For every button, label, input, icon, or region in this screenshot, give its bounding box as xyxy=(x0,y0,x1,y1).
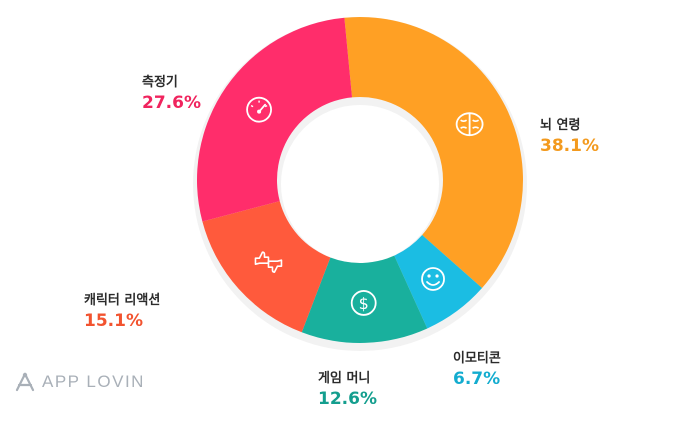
slice-label-game-money: 게임 머니 xyxy=(318,371,371,386)
slice-label-emoticon: 이모티콘 xyxy=(453,351,501,366)
dollar-coin-icon: $ xyxy=(350,290,377,316)
label-character-reaction: 캐릭터 리액션 15.1% xyxy=(84,289,160,331)
label-emoticon: 이모티콘 6.7% xyxy=(453,347,501,389)
donut-slice-brain-age xyxy=(344,16,524,289)
applovin-logo-text: APP LOVIN xyxy=(42,372,145,391)
smiley-icon xyxy=(421,267,445,291)
applovin-logo-icon xyxy=(15,372,35,392)
slice-value-character-reaction: 15.1% xyxy=(84,311,143,331)
donut-slice-character-reaction xyxy=(202,201,331,333)
slice-label-character-reaction: 캐릭터 리액션 xyxy=(84,293,161,308)
svg-text:$: $ xyxy=(359,294,369,313)
slice-label-gauge: 측정기 xyxy=(142,75,178,90)
donut-slice-gauge xyxy=(197,17,353,222)
slice-value-game-money: 12.6% xyxy=(318,389,377,409)
slice-value-emoticon: 6.7% xyxy=(453,369,501,389)
slice-label-brain-age: 뇌 연령 xyxy=(540,118,581,133)
label-game-money: 게임 머니 12.6% xyxy=(318,367,377,409)
label-brain-age: 뇌 연령 38.1% xyxy=(540,114,599,156)
brain-icon xyxy=(455,112,484,137)
thumbs-icon xyxy=(254,251,283,273)
slice-value-gauge: 27.6% xyxy=(142,93,201,113)
gauge-icon xyxy=(246,96,272,123)
donut-slice-game-money xyxy=(301,255,428,343)
slice-value-brain-age: 38.1% xyxy=(540,136,599,156)
applovin-logo: APP LOVIN xyxy=(14,372,145,392)
label-gauge: 측정기 27.6% xyxy=(142,71,201,113)
